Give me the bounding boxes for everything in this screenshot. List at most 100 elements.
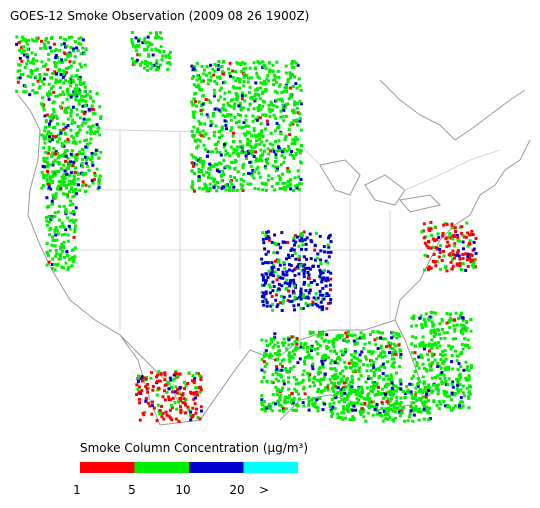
smoke-pixel bbox=[297, 256, 301, 260]
smoke-pixel bbox=[418, 388, 422, 392]
smoke-pixel bbox=[46, 165, 50, 169]
smoke-pixel bbox=[307, 266, 311, 270]
smoke-pixel bbox=[379, 392, 383, 395]
smoke-pixel bbox=[292, 239, 296, 243]
smoke-pixel bbox=[224, 108, 228, 112]
smoke-pixel bbox=[433, 225, 437, 229]
smoke-pixel bbox=[263, 364, 267, 368]
smoke-pixel bbox=[464, 378, 468, 382]
smoke-pixel bbox=[265, 237, 268, 241]
smoke-pixel bbox=[296, 265, 299, 269]
smoke-pixel bbox=[199, 385, 202, 389]
smoke-pixel bbox=[63, 169, 67, 173]
smoke-pixel bbox=[287, 127, 291, 131]
smoke-pixel bbox=[359, 331, 363, 335]
smoke-pixel bbox=[162, 417, 166, 421]
smoke-pixel bbox=[195, 78, 199, 82]
smoke-pixel bbox=[328, 405, 332, 408]
smoke-pixel bbox=[435, 238, 439, 242]
smoke-pixel bbox=[67, 80, 71, 84]
smoke-pixel bbox=[286, 77, 290, 81]
smoke-pixel bbox=[231, 161, 235, 164]
smoke-pixel bbox=[50, 117, 54, 121]
smoke-pixel bbox=[326, 302, 330, 305]
smoke-pixel bbox=[231, 188, 235, 192]
smoke-pixel bbox=[276, 274, 280, 278]
smoke-pixel bbox=[51, 263, 54, 266]
smoke-pixel bbox=[397, 343, 401, 347]
smoke-pixel bbox=[74, 158, 77, 162]
smoke-pixel bbox=[454, 337, 457, 341]
smoke-pixel bbox=[31, 57, 35, 61]
smoke-pixel bbox=[376, 392, 380, 396]
smoke-pixel bbox=[52, 110, 56, 114]
smoke-pixel bbox=[277, 75, 281, 79]
smoke-pixel bbox=[249, 139, 253, 143]
smoke-pixel bbox=[414, 324, 418, 328]
smoke-pixel bbox=[273, 343, 277, 347]
smoke-pixel bbox=[271, 63, 275, 67]
smoke-pixel bbox=[451, 249, 455, 253]
smoke-pixel bbox=[399, 387, 403, 391]
smoke-pixel bbox=[312, 279, 316, 283]
smoke-pixel bbox=[375, 381, 379, 385]
smoke-pixel bbox=[274, 153, 278, 157]
smoke-pixel bbox=[69, 64, 73, 68]
smoke-pixel bbox=[86, 156, 90, 160]
smoke-pixel bbox=[316, 264, 320, 268]
smoke-pixel bbox=[380, 406, 384, 410]
smoke-pixel bbox=[455, 253, 459, 257]
smoke-pixel bbox=[50, 114, 54, 118]
smoke-pixel bbox=[228, 166, 232, 170]
smoke-pixel bbox=[354, 408, 358, 412]
smoke-pixel bbox=[267, 107, 271, 111]
smoke-pixel bbox=[289, 400, 293, 404]
smoke-pixel bbox=[321, 277, 324, 281]
smoke-pixel bbox=[388, 351, 391, 355]
smoke-pixel bbox=[235, 148, 239, 152]
smoke-pixel bbox=[243, 151, 247, 154]
smoke-pixel bbox=[171, 396, 175, 400]
smoke-pixel bbox=[93, 174, 97, 177]
smoke-pixel bbox=[30, 38, 34, 42]
smoke-pixel bbox=[213, 162, 217, 166]
smoke-pixel bbox=[270, 354, 274, 358]
smoke-pixel bbox=[54, 254, 58, 258]
smoke-pixel bbox=[351, 364, 355, 368]
smoke-pixel bbox=[54, 65, 58, 69]
smoke-pixel bbox=[240, 91, 244, 95]
smoke-pixel bbox=[362, 333, 366, 337]
smoke-pixel bbox=[262, 376, 266, 379]
smoke-pixel bbox=[332, 340, 336, 344]
smoke-pixel bbox=[442, 223, 446, 227]
smoke-pixel bbox=[314, 298, 318, 302]
smoke-pixel bbox=[25, 62, 29, 66]
smoke-pixel bbox=[51, 257, 55, 261]
smoke-pixel bbox=[15, 35, 19, 39]
smoke-pixel bbox=[445, 395, 449, 398]
smoke-pixel bbox=[50, 216, 54, 220]
smoke-pixel bbox=[234, 91, 238, 95]
smoke-pixel bbox=[422, 236, 426, 240]
smoke-pixel bbox=[451, 367, 455, 371]
smoke-pixel bbox=[62, 127, 66, 131]
smoke-pixel bbox=[268, 285, 272, 289]
smoke-pixel bbox=[461, 347, 465, 351]
smoke-pixel bbox=[87, 184, 91, 188]
smoke-pixel bbox=[56, 184, 60, 188]
smoke-pixel bbox=[204, 132, 208, 136]
smoke-pixel bbox=[64, 67, 68, 71]
smoke-pixel bbox=[293, 111, 296, 115]
smoke-pixel bbox=[190, 130, 194, 133]
smoke-pixel bbox=[51, 151, 55, 155]
smoke-pixel bbox=[81, 165, 84, 169]
smoke-pixel bbox=[168, 50, 172, 54]
smoke-pixel bbox=[307, 395, 311, 399]
smoke-pixel bbox=[47, 254, 50, 258]
smoke-pixel bbox=[258, 154, 262, 158]
smoke-pixel bbox=[289, 264, 293, 267]
smoke-pixel bbox=[299, 293, 303, 297]
smoke-pixel bbox=[229, 145, 233, 149]
smoke-pixel bbox=[47, 90, 51, 94]
smoke-pixel bbox=[461, 233, 465, 237]
